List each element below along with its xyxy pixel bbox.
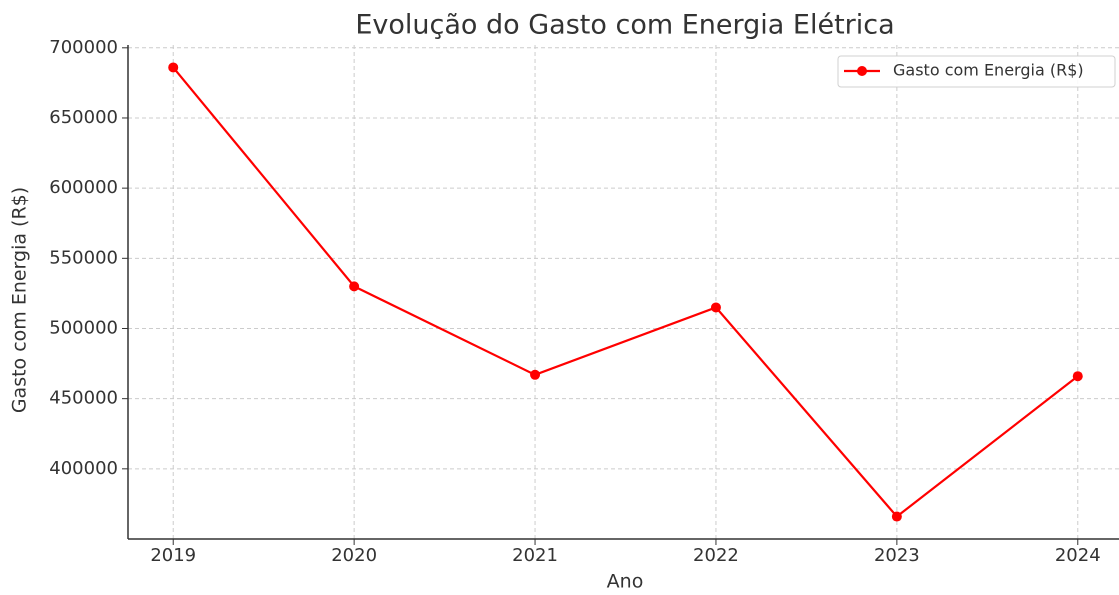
legend-label: Gasto com Energia (R$): [893, 61, 1084, 80]
x-tick-label: 2023: [874, 545, 920, 566]
legend-box: [837, 55, 1116, 88]
legend-marker: [857, 66, 867, 76]
y-tick-label: 500000: [49, 317, 118, 338]
chart-title: Evolução do Gasto com Energia Elétrica: [355, 10, 894, 41]
y-tick-label: 450000: [49, 388, 118, 409]
x-tick-label: 2019: [150, 545, 196, 566]
y-tick-label: 550000: [49, 247, 118, 268]
y-axis-label: Gasto com Energia (R$): [9, 187, 31, 413]
y-tick-label: 700000: [49, 37, 118, 58]
x-tick-label: 2024: [1055, 545, 1101, 566]
point: [891, 511, 902, 522]
point: [349, 281, 360, 292]
y-tick-label: 650000: [49, 107, 118, 128]
x-tick-label: 2022: [693, 545, 739, 566]
point: [710, 302, 721, 313]
x-tick-label: 2021: [512, 545, 558, 566]
point: [1072, 371, 1083, 382]
y-tick-label: 600000: [49, 177, 118, 198]
y-tick-label: 400000: [49, 458, 118, 479]
line: [172, 66, 1079, 519]
point: [530, 369, 541, 380]
x-tick-label: 2020: [331, 545, 377, 566]
point: [168, 62, 179, 73]
legend: Gasto com Energia (R$): [837, 55, 1116, 88]
x-axis-label: Ano: [607, 571, 644, 593]
